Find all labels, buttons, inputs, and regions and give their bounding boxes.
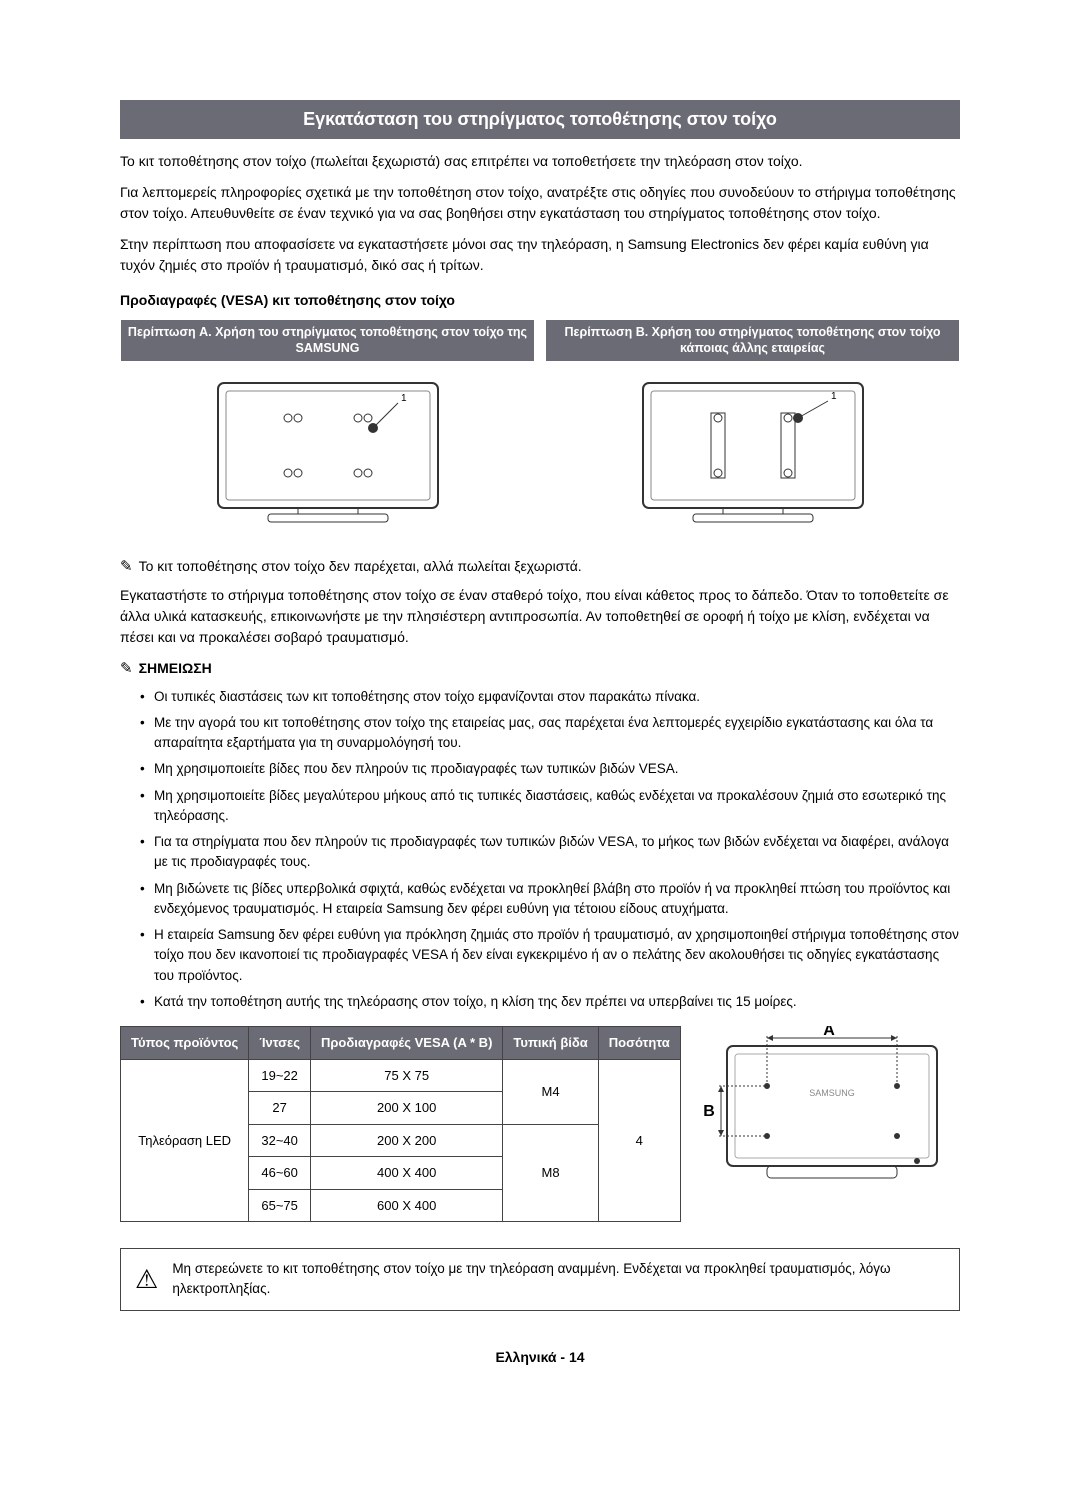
- list-item: Κατά την τοποθέτηση αυτής της τηλεόρασης…: [140, 992, 960, 1012]
- cell-vesa: 75 X 75: [310, 1059, 502, 1092]
- warning-text: Μη στερεώνετε το κιτ τοποθέτησης στον το…: [172, 1259, 945, 1300]
- vesa-spec-table: Τύπος προϊόντος Ίντσες Προδιαγραφές VESA…: [120, 1026, 681, 1222]
- case-b-header: Περίπτωση B. Χρήση του στηρίγματος τοποθ…: [546, 320, 959, 361]
- note-block-header: ✎ ΣΗΜΕΙΩΣΗ: [120, 658, 960, 679]
- list-item: Μη χρησιμοποιείτε βίδες μεγαλύτερου μήκο…: [140, 786, 960, 827]
- vesa-heading: Προδιαγραφές (VESA) κιτ τοποθέτησης στον…: [120, 290, 960, 311]
- case-b: Περίπτωση B. Χρήση του στηρίγματος τοποθ…: [545, 319, 960, 546]
- th-vesa: Προδιαγραφές VESA (A * B): [310, 1027, 502, 1060]
- warning-icon: ⚠: [135, 1260, 158, 1299]
- list-item: Μη χρησιμοποιείτε βίδες που δεν πληρούν …: [140, 759, 960, 779]
- intro-p2: Για λεπτομερείς πληροφορίες σχετικά με τ…: [120, 182, 960, 224]
- cell-screw-m4: M4: [503, 1059, 598, 1124]
- ab-dimension-illustration: A B SAMSUNG: [697, 1026, 957, 1196]
- warning-box: ⚠ Μη στερεώνετε το κιτ τοποθέτησης στον …: [120, 1248, 960, 1311]
- label-a: A: [824, 1026, 836, 1039]
- note-separate: ✎ Το κιτ τοποθέτησης στον τοίχο δεν παρέ…: [120, 556, 960, 577]
- cell-product-type: Τηλεόραση LED: [121, 1059, 249, 1222]
- case-a-image: 1: [121, 361, 534, 545]
- th-screw: Τυπική βίδα: [503, 1027, 598, 1060]
- cell-inches: 46~60: [249, 1157, 311, 1190]
- tv-illustration-b: 1: [623, 373, 883, 533]
- intro-p1: Το κιτ τοποθέτησης στον τοίχο (πωλείται …: [120, 151, 960, 172]
- th-type: Τύπος προϊόντος: [121, 1027, 249, 1060]
- list-item: Η εταιρεία Samsung δεν φέρει ευθύνη για …: [140, 925, 960, 986]
- spec-row: Τύπος προϊόντος Ίντσες Προδιαγραφές VESA…: [120, 1026, 960, 1222]
- cell-vesa: 200 X 100: [310, 1092, 502, 1125]
- case-a: Περίπτωση A. Χρήση του στηρίγματος τοποθ…: [120, 319, 535, 546]
- cell-inches: 19~22: [249, 1059, 311, 1092]
- cell-inches: 65~75: [249, 1189, 311, 1222]
- note-icon: ✎: [120, 556, 133, 577]
- svg-text:1: 1: [401, 393, 407, 404]
- cell-vesa: 200 X 200: [310, 1124, 502, 1157]
- svg-text:1: 1: [831, 391, 837, 402]
- ab-diagram: A B SAMSUNG: [695, 1026, 960, 1196]
- label-b: B: [704, 1103, 716, 1120]
- notes-list: Οι τυπικές διαστάσεις των κιτ τοποθέτηση…: [120, 687, 960, 1013]
- case-b-image: 1: [546, 361, 959, 545]
- note-label: ΣΗΜΕΙΩΣΗ: [139, 658, 212, 679]
- svg-text:SAMSUNG: SAMSUNG: [810, 1088, 856, 1098]
- list-item: Για τα στηρίγματα που δεν πληρούν τις πρ…: [140, 832, 960, 873]
- install-paragraph: Εγκαταστήστε το στήριγμα τοποθέτησης στο…: [120, 585, 960, 648]
- cell-vesa: 600 X 400: [310, 1189, 502, 1222]
- cell-vesa: 400 X 400: [310, 1157, 502, 1190]
- cell-inches: 32~40: [249, 1124, 311, 1157]
- section-title: Εγκατάσταση του στηρίγματος τοποθέτησης …: [120, 100, 960, 139]
- note-separate-text: Το κιτ τοποθέτησης στον τοίχο δεν παρέχε…: [139, 556, 582, 577]
- tv-illustration-a: 1: [198, 373, 458, 533]
- case-a-header: Περίπτωση A. Χρήση του στηρίγματος τοποθ…: [121, 320, 534, 361]
- cell-qty: 4: [598, 1059, 680, 1222]
- cell-inches: 27: [249, 1092, 311, 1125]
- table-row: Τηλεόραση LED 19~22 75 X 75 M4 4: [121, 1059, 681, 1092]
- case-row: Περίπτωση A. Χρήση του στηρίγματος τοποθ…: [120, 319, 960, 546]
- th-inches: Ίντσες: [249, 1027, 311, 1060]
- page-footer: Ελληνικά - 14: [120, 1347, 960, 1368]
- list-item: Οι τυπικές διαστάσεις των κιτ τοποθέτηση…: [140, 687, 960, 707]
- cell-screw-m8: M8: [503, 1124, 598, 1222]
- th-qty: Ποσότητα: [598, 1027, 680, 1060]
- list-item: Με την αγορά του κιτ τοποθέτησης στον το…: [140, 713, 960, 754]
- list-item: Μη βιδώνετε τις βίδες υπερβολικά σφιχτά,…: [140, 879, 960, 920]
- intro-p3: Στην περίπτωση που αποφασίσετε να εγκατα…: [120, 234, 960, 276]
- note-icon: ✎: [120, 658, 133, 679]
